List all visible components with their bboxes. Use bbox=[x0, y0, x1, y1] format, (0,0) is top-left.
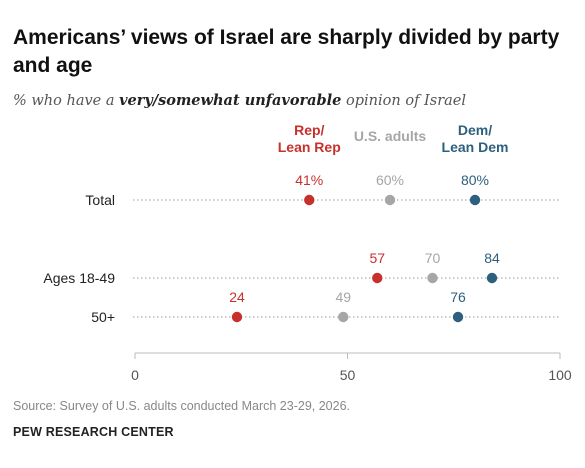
value-label-s2-r2: 76 bbox=[450, 289, 466, 305]
value-label-s0-r2: 24 bbox=[229, 289, 245, 305]
row-labels: Total Ages 18-49 50+ bbox=[43, 192, 115, 325]
row-label-0: Total bbox=[85, 192, 115, 208]
point-s2-r0 bbox=[469, 194, 481, 206]
point-s0-r0 bbox=[304, 194, 315, 206]
value-label-s0-r1: 57 bbox=[369, 250, 385, 266]
x-tick-label-1: 50 bbox=[340, 367, 356, 383]
x-axis: 0 50 100 bbox=[131, 352, 572, 383]
legend-entry-0-line-0: Rep/ bbox=[294, 122, 324, 138]
subtitle-suffix: opinion of Israel bbox=[341, 93, 467, 109]
data-points bbox=[231, 194, 498, 323]
value-label-s2-r0: 80% bbox=[461, 172, 489, 188]
value-label-s1-r1: 70 bbox=[425, 250, 441, 266]
x-tick-label-2: 100 bbox=[548, 367, 572, 383]
value-labels: 41% 57 24 60% 70 49 80% 84 76 bbox=[229, 172, 500, 305]
point-s2-r2 bbox=[452, 311, 464, 323]
legend-entry-2-line-0: Dem/ bbox=[458, 122, 492, 138]
subtitle-emphasis: very/somewhat unfavorable bbox=[119, 92, 342, 109]
legend: Rep/Lean Rep U.S. adults Dem/Lean Dem bbox=[278, 122, 509, 155]
point-s0-r1 bbox=[372, 272, 383, 284]
subtitle-prefix: % who have a bbox=[13, 93, 120, 109]
credit: PEW RESEARCH CENTER bbox=[13, 425, 174, 439]
point-s1-r0 bbox=[384, 194, 396, 206]
value-label-s1-r2: 49 bbox=[335, 289, 351, 305]
legend-entry-0-line-1: Lean Rep bbox=[278, 139, 341, 155]
point-s1-r1 bbox=[427, 272, 438, 284]
point-s2-r1 bbox=[486, 272, 498, 284]
chart-subtitle: % who have a very/somewhat unfavorable o… bbox=[13, 92, 466, 109]
value-label-s0-r0: 41% bbox=[295, 172, 323, 188]
dot-plot: Rep/Lean Rep U.S. adults Dem/Lean Dem Tota… bbox=[43, 122, 572, 383]
point-s1-r2 bbox=[338, 311, 349, 323]
value-label-s2-r1: 84 bbox=[484, 250, 500, 266]
row-label-2: 50+ bbox=[91, 309, 115, 325]
row-label-1: Ages 18-49 bbox=[43, 270, 115, 286]
source-note: Source: Survey of U.S. adults conducted … bbox=[13, 399, 350, 413]
legend-entry-2-line-1: Lean Dem bbox=[442, 139, 509, 155]
x-tick-label-0: 0 bbox=[131, 367, 139, 383]
point-s0-r2 bbox=[231, 311, 243, 323]
chart-title: Americans’ views of Israel are sharply d… bbox=[13, 26, 560, 77]
value-label-s1-r0: 60% bbox=[376, 172, 404, 188]
legend-entry-1-line-0: U.S. adults bbox=[354, 128, 427, 144]
